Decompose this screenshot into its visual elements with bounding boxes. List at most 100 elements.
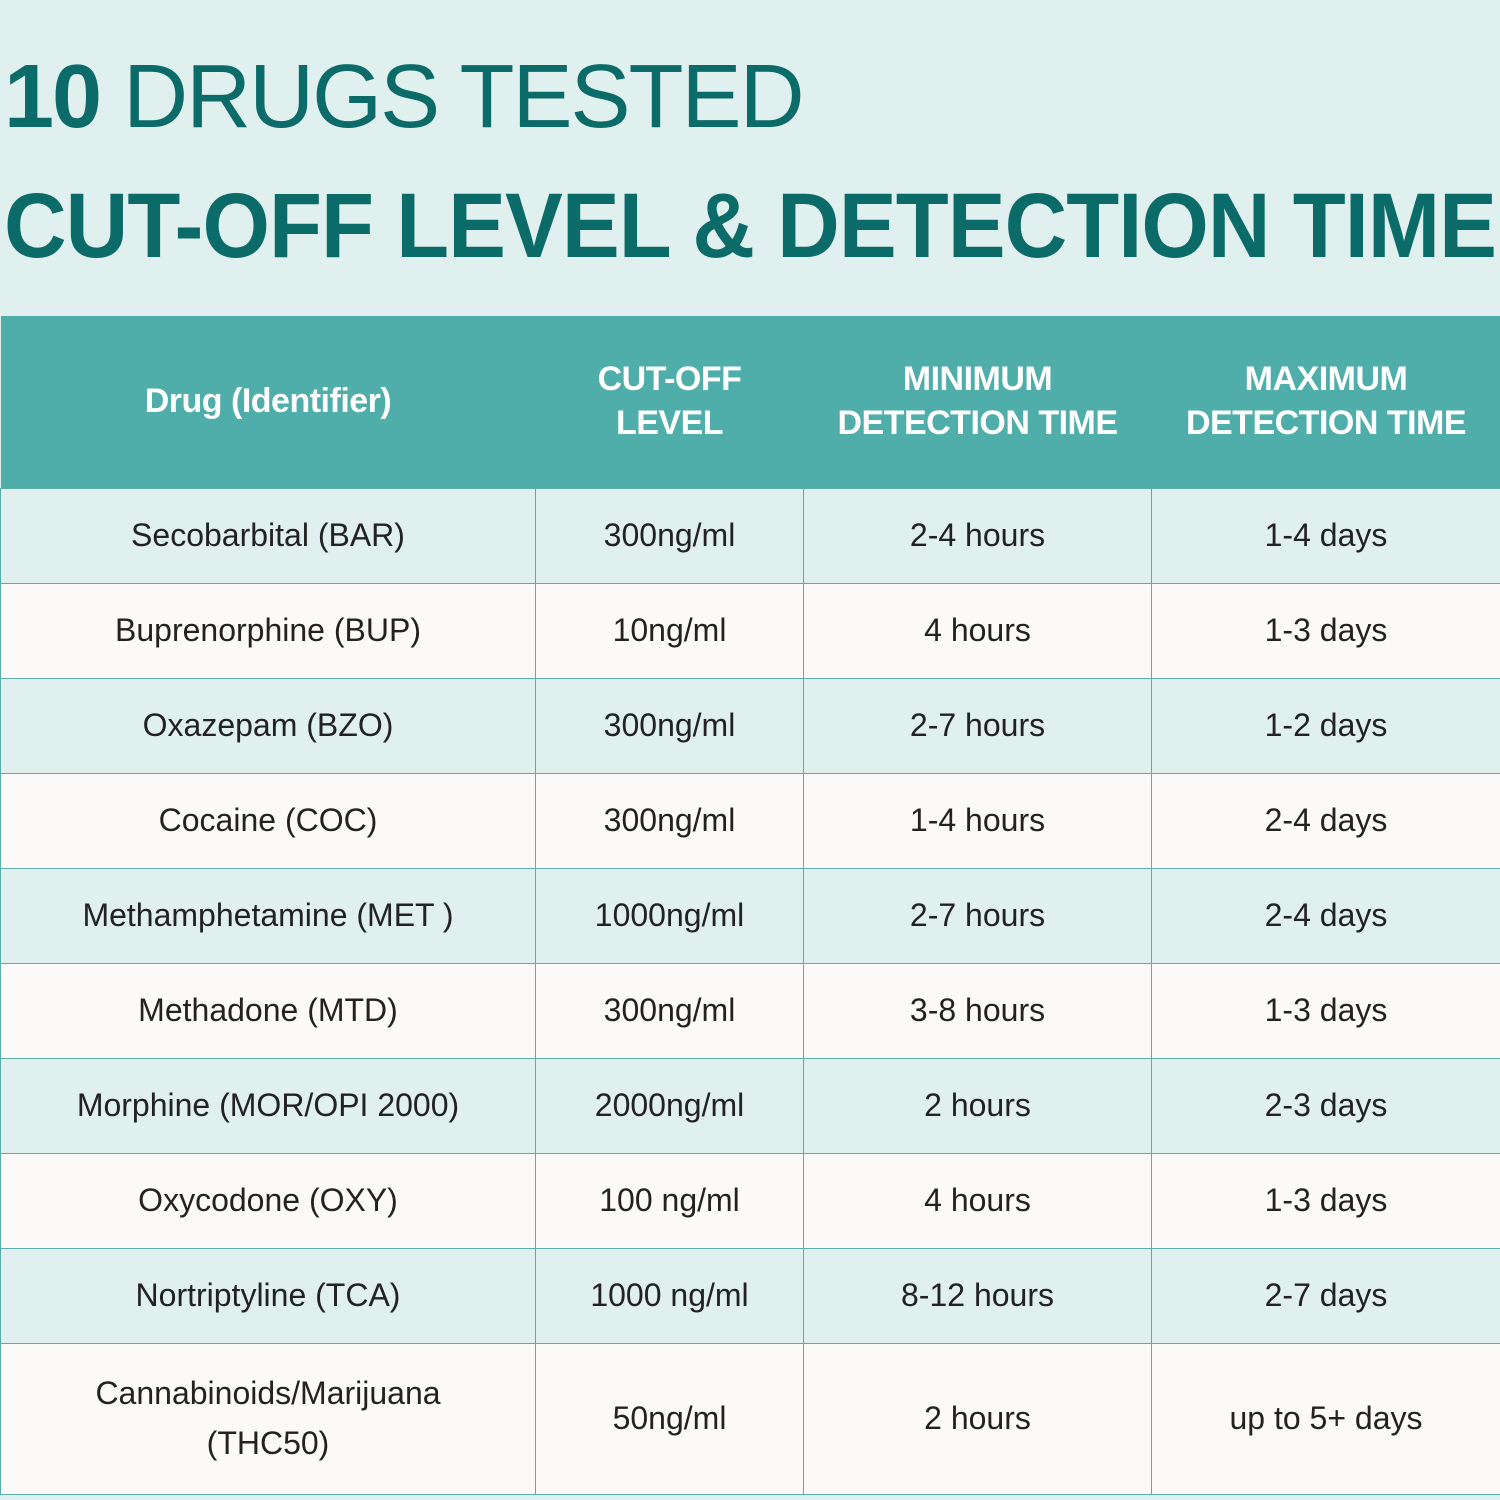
table-row: Secobarbital (BAR) 300ng/ml 2-4 hours 1-4 d… (0, 488, 1500, 584)
min-detection-cell-text: 3-8 hours (909, 992, 1046, 1029)
max-detection-cell-text: up to 5+ days (1229, 1400, 1423, 1437)
drug-cell: Methadone (MTD) (0, 963, 536, 1059)
min-detection-cell: 2-7 hours (803, 868, 1152, 964)
cutoff-cell: 2000ng/ml (535, 1058, 804, 1154)
table-row: Morphine (MOR/OPI 2000) 2000ng/ml 2 hours 2… (0, 1058, 1500, 1154)
cutoff-cell-text: 100 ng/ml (599, 1182, 740, 1219)
max-detection-cell-text: 1-4 days (1264, 517, 1388, 554)
drug-cell: Morphine (MOR/OPI 2000) (0, 1058, 536, 1154)
drug-cell-text: Methamphetamine (MET ) (82, 897, 454, 934)
min-detection-cell: 4 hours (803, 1153, 1152, 1249)
min-detection-cell-text: 4 hours (924, 612, 1031, 649)
max-detection-cell: 1-3 days (1151, 583, 1500, 679)
drug-cell: Secobarbital (BAR) (0, 488, 536, 584)
cutoff-cell-text: 300ng/ml (603, 992, 736, 1029)
table-row: Methadone (MTD) 300ng/ml 3-8 hours 1-3 days (0, 963, 1500, 1059)
drug-count: 10 (4, 47, 102, 147)
drug-cell: Cocaine (COC) (0, 773, 536, 869)
drug-cell: Nortriptyline (TCA) (0, 1248, 536, 1344)
cutoff-cell-text: 1000ng/ml (594, 897, 745, 934)
max-detection-cell: 1-3 days (1151, 963, 1500, 1059)
drug-cell-text: Morphine (MOR/OPI 2000) (76, 1087, 460, 1124)
cutoff-cell-text: 300ng/ml (603, 802, 736, 839)
table-row: Cocaine (COC) 300ng/ml 1-4 hours 2-4 days (0, 773, 1500, 869)
max-detection-cell-text: 2-4 days (1264, 802, 1388, 839)
cutoff-cell: 1000 ng/ml (535, 1248, 804, 1344)
drug-cell-text: Oxycodone (OXY) (138, 1182, 398, 1219)
drug-cell: Oxazepam (BZO) (0, 678, 536, 774)
header-line1: MINIMUM (902, 360, 1053, 399)
max-detection-cell-text: 2-4 days (1264, 897, 1388, 934)
cutoff-cell: 300ng/ml (535, 773, 804, 869)
cutoff-cell: 100 ng/ml (535, 1153, 804, 1249)
drug-cell-text-line2: (THC50) (206, 1425, 330, 1461)
min-detection-cell: 4 hours (803, 583, 1152, 679)
cutoff-cell: 50ng/ml (535, 1343, 804, 1495)
min-detection-cell-text: 2-4 hours (909, 517, 1046, 554)
title-line1-text: DRUGS TESTED (123, 47, 804, 147)
max-detection-cell: 2-4 days (1151, 773, 1500, 869)
cutoff-cell-text: 300ng/ml (603, 517, 736, 554)
cutoff-cell: 300ng/ml (535, 488, 804, 584)
min-detection-cell-text: 1-4 hours (909, 802, 1046, 839)
cutoff-cell-text: 50ng/ml (612, 1400, 727, 1437)
min-detection-cell: 1-4 hours (803, 773, 1152, 869)
min-detection-cell-text: 4 hours (924, 1182, 1031, 1219)
cutoff-cell-text: 10ng/ml (612, 612, 727, 649)
max-detection-cell-text: 2-7 days (1264, 1277, 1388, 1314)
drug-cell-text: Nortriptyline (TCA) (135, 1277, 401, 1314)
table-row: Nortriptyline (TCA) 1000 ng/ml 8-12 hours 2… (0, 1248, 1500, 1344)
drug-cell: Buprenorphine (BUP) (0, 583, 536, 679)
max-detection-cell: 2-4 days (1151, 868, 1500, 964)
table-row: Oxazepam (BZO) 300ng/ml 2-7 hours 1-2 days (0, 678, 1500, 774)
drug-table: Drug (Identifier) CUT-OFF LEVEL MINIMUM DETE… (0, 316, 1500, 1495)
header-line2: LEVEL (615, 404, 724, 442)
header-min-detection: MINIMUM DETECTION TIME (803, 316, 1152, 489)
max-detection-cell: 2-3 days (1151, 1058, 1500, 1154)
max-detection-cell-text: 1-3 days (1264, 1182, 1388, 1219)
drug-cell-text: Cannabinoids/Marijuana (95, 1375, 441, 1412)
header-line1: MAXIMUM (1244, 360, 1408, 399)
min-detection-cell-text: 2 hours (924, 1087, 1031, 1124)
max-detection-cell-text: 2-3 days (1264, 1087, 1388, 1124)
header-line2: DETECTION TIME (1185, 404, 1467, 442)
max-detection-cell: 1-2 days (1151, 678, 1500, 774)
max-detection-cell-text: 1-2 days (1264, 707, 1388, 744)
drug-cell-text: Buprenorphine (BUP) (115, 612, 421, 649)
cutoff-cell: 10ng/ml (535, 583, 804, 679)
drug-cell: Oxycodone (OXY) (0, 1153, 536, 1249)
min-detection-cell-text: 2-7 hours (909, 897, 1046, 934)
max-detection-cell: 2-7 days (1151, 1248, 1500, 1344)
header-cutoff: CUT-OFF LEVEL (535, 316, 804, 489)
max-detection-cell: 1-3 days (1151, 1153, 1500, 1249)
min-detection-cell: 8-12 hours (803, 1248, 1152, 1344)
min-detection-cell-text: 8-12 hours (901, 1277, 1054, 1314)
min-detection-cell: 3-8 hours (803, 963, 1152, 1059)
cutoff-cell-text: 2000ng/ml (594, 1087, 745, 1124)
drug-cell-text: Methadone (MTD) (138, 992, 398, 1029)
cutoff-cell: 300ng/ml (535, 963, 804, 1059)
min-detection-cell-text: 2-7 hours (909, 707, 1046, 744)
max-detection-cell-text: 1-3 days (1264, 612, 1388, 649)
header-max-detection: MAXIMUM DETECTION TIME (1151, 316, 1500, 489)
header-drug: Drug (Identifier) (0, 316, 536, 489)
title-cutoff-detection: CUT-OFF LEVEL & DETECTION TIME (4, 175, 1497, 277)
drug-cell: Cannabinoids/Marijuana (THC50) (0, 1343, 536, 1495)
min-detection-cell: 2 hours (803, 1058, 1152, 1154)
min-detection-cell: 2-7 hours (803, 678, 1152, 774)
cutoff-cell: 300ng/ml (535, 678, 804, 774)
min-detection-cell: 2-4 hours (803, 488, 1152, 584)
table-row: Oxycodone (OXY) 100 ng/ml 4 hours 1-3 days (0, 1153, 1500, 1249)
min-detection-cell: 2 hours (803, 1343, 1152, 1495)
drug-cell-text: Oxazepam (BZO) (142, 707, 394, 744)
title-drugs-tested: 10 DRUGS TESTED (4, 52, 805, 142)
max-detection-cell: up to 5+ days (1151, 1343, 1500, 1495)
min-detection-cell-text: 2 hours (924, 1400, 1031, 1437)
drug-cell-text: Cocaine (COC) (158, 802, 378, 839)
drug-cell: Methamphetamine (MET ) (0, 868, 536, 964)
cutoff-cell-text: 1000 ng/ml (590, 1277, 749, 1314)
table-row: Cannabinoids/Marijuana (THC50) 50ng/ml 2 ho… (0, 1343, 1500, 1495)
cutoff-cell-text: 300ng/ml (603, 707, 736, 744)
header-line2: DETECTION TIME (837, 404, 1118, 442)
table-row: Buprenorphine (BUP) 10ng/ml 4 hours 1-3 day… (0, 583, 1500, 679)
